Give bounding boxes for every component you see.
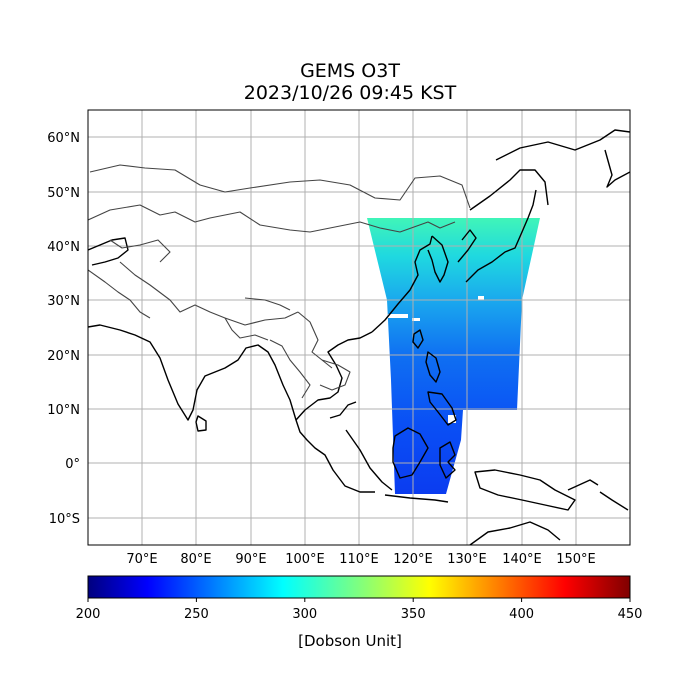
lon-tick-130: 130°E xyxy=(447,552,487,567)
lat-tick-50: 50°N xyxy=(47,186,80,201)
lon-tick-120: 120°E xyxy=(393,552,433,567)
lat-tick-minus10: 10°S xyxy=(49,512,80,527)
lon-tick-80: 80°E xyxy=(180,552,211,567)
lon-tick-100: 100°E xyxy=(285,552,325,567)
lon-tick-150: 150°E xyxy=(556,552,596,567)
lat-tick-10: 10°N xyxy=(47,403,80,418)
lon-tick-70: 70°E xyxy=(126,552,157,567)
latitude-tick-labels: 60°N 50°N 40°N 30°N 20°N 10°N 0° 10°S xyxy=(47,131,80,527)
lat-tick-0: 0° xyxy=(65,457,80,472)
ozone-data-swath xyxy=(367,218,540,494)
missing-data-patches xyxy=(388,296,484,439)
colorbar-tick-300: 300 xyxy=(292,607,317,622)
lat-tick-20: 20°N xyxy=(47,349,80,364)
map-frame xyxy=(87,109,631,546)
colorbar-tick-400: 400 xyxy=(509,607,534,622)
lon-tick-110: 110°E xyxy=(339,552,379,567)
lon-tick-90: 90°E xyxy=(235,552,266,567)
coastlines xyxy=(88,129,630,545)
lat-tick-60: 60°N xyxy=(47,131,80,146)
colorbar-tick-350: 350 xyxy=(401,607,426,622)
lat-tick-40: 40°N xyxy=(47,240,80,255)
lon-tick-140: 140°E xyxy=(502,552,542,567)
colorbar-tick-labels: 200 250 300 350 400 450 xyxy=(76,607,643,622)
colorbar-tick-450: 450 xyxy=(618,607,643,622)
lat-tick-30: 30°N xyxy=(47,294,80,309)
colorbar-tick-250: 250 xyxy=(184,607,209,622)
colorbar-tick-200: 200 xyxy=(76,607,101,622)
chart-subtitle-datetime: 2023/10/26 09:45 KST xyxy=(243,82,457,104)
country-borders xyxy=(88,164,471,399)
chart-title: GEMS O3T xyxy=(300,60,400,82)
colorbar xyxy=(87,575,631,599)
map-gridlines xyxy=(88,110,630,545)
colorbar-unit-label: [Dobson Unit] xyxy=(298,632,402,650)
colorbar-ticks xyxy=(87,598,631,602)
longitude-tick-labels: 70°E 80°E 90°E 100°E 110°E 120°E 130°E 1… xyxy=(126,552,595,567)
